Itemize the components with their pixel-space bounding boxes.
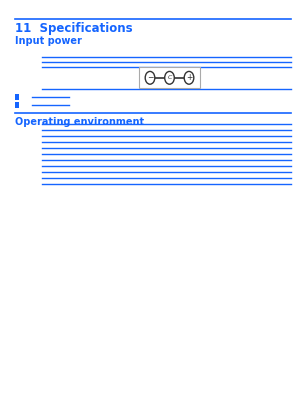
FancyBboxPatch shape bbox=[139, 67, 200, 88]
Text: +: + bbox=[186, 73, 192, 82]
Text: −: − bbox=[147, 73, 153, 82]
Text: C: C bbox=[167, 75, 172, 80]
Circle shape bbox=[165, 71, 174, 84]
Circle shape bbox=[145, 71, 155, 84]
Text: Input power: Input power bbox=[15, 36, 82, 46]
FancyBboxPatch shape bbox=[15, 102, 19, 107]
Circle shape bbox=[184, 71, 194, 84]
Text: Operating environment: Operating environment bbox=[15, 117, 144, 126]
Text: 11  Specifications: 11 Specifications bbox=[15, 22, 133, 35]
FancyBboxPatch shape bbox=[15, 94, 19, 100]
